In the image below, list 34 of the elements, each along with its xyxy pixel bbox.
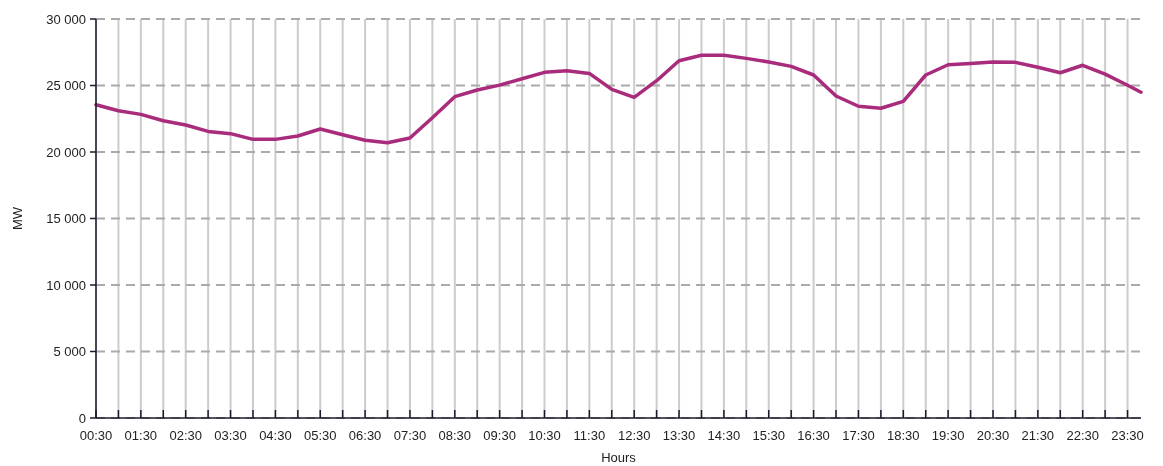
- x-tick-label: 07:30: [393, 428, 427, 443]
- x-tick-label: 00:30: [79, 428, 113, 443]
- y-tick-label: 15 000: [46, 211, 86, 227]
- y-tick-label: 30 000: [46, 11, 86, 27]
- x-tick-label: 03:30: [214, 428, 247, 443]
- x-tick-label: 10:30: [528, 428, 561, 443]
- x-tick-label: 23:30: [1111, 428, 1144, 443]
- y-tick-label: 0: [78, 410, 86, 426]
- x-tick-label: 04:30: [259, 428, 292, 443]
- x-tick-label: 17:30: [842, 428, 875, 443]
- x-tick-label: 01:30: [124, 428, 158, 443]
- x-tick-label: 21:30: [1021, 428, 1055, 443]
- y-tick-label: 20 000: [46, 144, 86, 160]
- x-tick-label: 05:30: [303, 428, 337, 443]
- y-tick-label: 25 000: [46, 78, 86, 94]
- x-tick-label: 15:30: [752, 428, 786, 443]
- x-tick-label: 08:30: [438, 428, 472, 443]
- x-tick-label: 20:30: [976, 428, 1010, 443]
- x-tick-label: 18:30: [887, 428, 920, 443]
- y-tick-label: 5 000: [53, 344, 86, 360]
- x-tick-label: 13:30: [662, 428, 696, 443]
- y-tick-label: 10 000: [46, 277, 86, 293]
- x-tick-label: 16:30: [797, 428, 830, 443]
- x-tick-label: 06:30: [348, 428, 382, 443]
- y-axis-title: MW: [10, 206, 25, 231]
- x-tick-label: 22:30: [1066, 428, 1099, 443]
- x-tick-label: 11:30: [573, 428, 606, 443]
- x-tick-label: 09:30: [483, 428, 516, 443]
- line-series: [94, 53, 1143, 145]
- x-tick-label: 14:30: [707, 428, 741, 443]
- x-tick-label: 19:30: [931, 428, 965, 443]
- x-tick-label: 02:30: [169, 428, 202, 443]
- x-tick-label: 12:30: [617, 428, 651, 443]
- x-axis-title: Hours: [601, 450, 637, 465]
